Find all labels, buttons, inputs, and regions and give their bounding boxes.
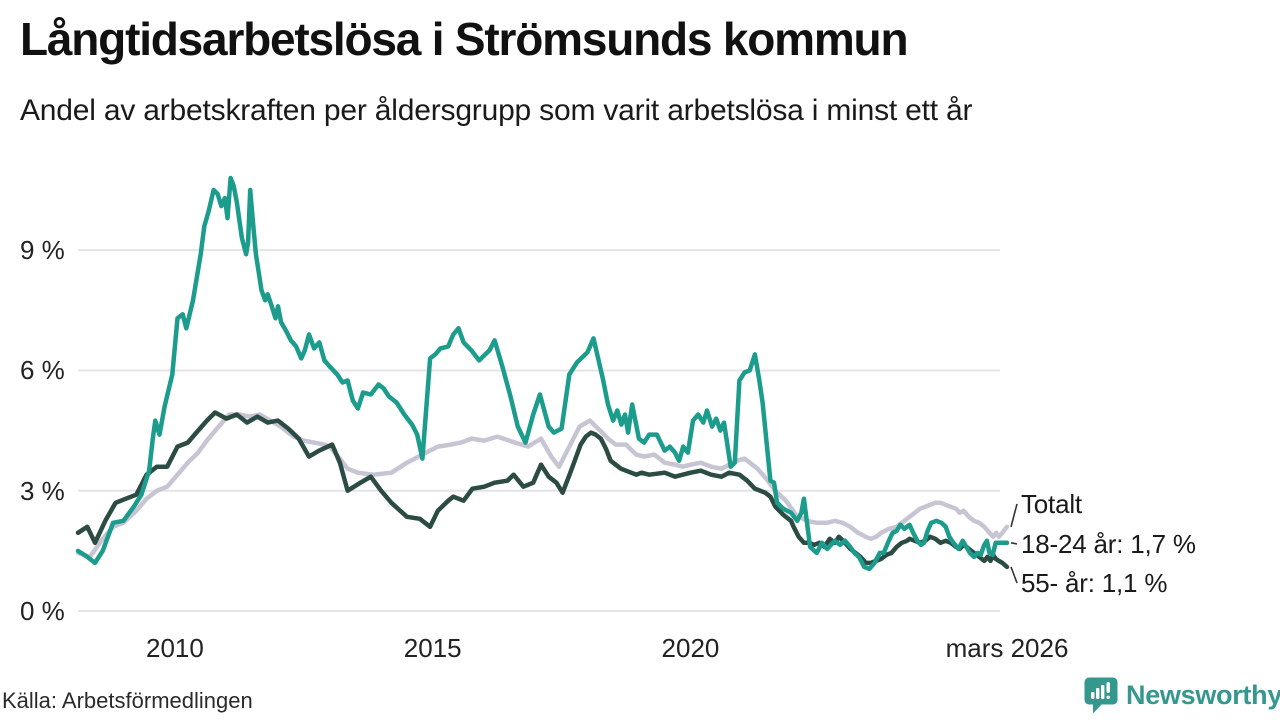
page-title: Långtidsarbetslösa i Strömsunds kommun	[20, 13, 909, 65]
newsworthy-logo: Newsworthy	[1084, 677, 1280, 714]
source-note: Källa: Arbetsförmedlingen	[2, 688, 253, 713]
x-tick-label-2015: 2015	[403, 633, 462, 663]
y-tick-label-9: 9 %	[20, 235, 65, 266]
x-tick-label-2020: 2020	[661, 633, 720, 663]
series-label-55--år: 55- år: 1,1 %	[1021, 568, 1168, 598]
x-tick-label-mars-2026: mars 2026	[945, 633, 1069, 663]
y-tick-label-6: 6 %	[20, 355, 65, 386]
chart-subtitle: Andel av arbetskraften per åldersgrupp s…	[20, 94, 973, 127]
label-connector-Totalt	[1010, 503, 1018, 528]
series-line-55--år	[75, 410, 1010, 570]
series-label-Totalt: Totalt	[1021, 489, 1082, 519]
newsworthy-bubble-chart-icon	[1084, 677, 1118, 714]
label-connector-18-24-år	[1010, 542, 1018, 545]
x-tick-label-2010: 2010	[145, 633, 204, 663]
series-line-18-24-år	[75, 175, 1010, 572]
y-tick-label-0: 0 %	[20, 596, 65, 626]
series-line-Totalt	[75, 412, 1010, 560]
newsworthy-wordmark: Newsworthy	[1126, 680, 1280, 710]
y-tick-label-3: 3 %	[20, 475, 65, 506]
label-connector-55--år	[1010, 566, 1018, 584]
series-label-18-24-år: 18-24 år: 1,7 %	[1021, 529, 1196, 559]
